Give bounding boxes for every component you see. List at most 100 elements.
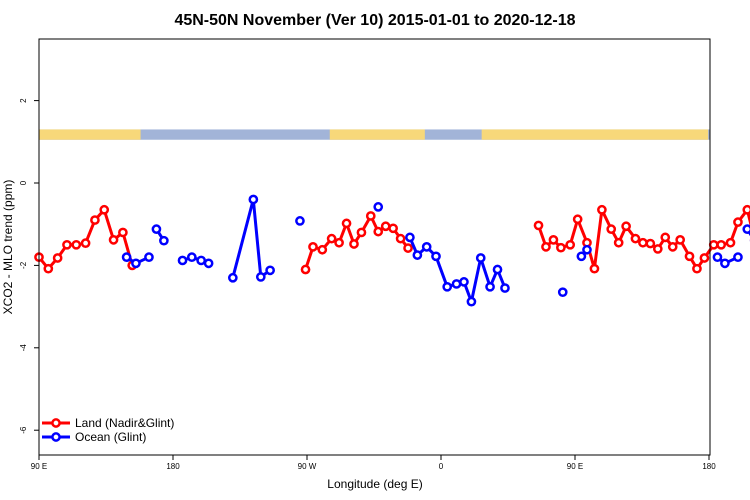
data-point — [582, 244, 592, 255]
series-ocean — [121, 194, 750, 307]
data-point — [308, 242, 318, 252]
data-point — [349, 239, 359, 249]
data-point — [177, 255, 188, 266]
data-point — [712, 252, 723, 263]
data-point — [300, 264, 311, 275]
data-point — [151, 224, 162, 234]
data-point — [660, 232, 671, 243]
data-point — [365, 211, 376, 221]
data-point — [557, 287, 568, 298]
data-point — [548, 235, 559, 245]
data-point — [720, 258, 730, 269]
y-axis: 2 0 -2 -4 -6 — [19, 98, 39, 434]
data-point — [692, 263, 702, 274]
data-point — [144, 252, 154, 263]
series-land — [34, 204, 750, 275]
legend-label: Land (Nadir&Glint) — [75, 416, 174, 430]
data-point — [186, 252, 197, 263]
data-point — [412, 250, 423, 260]
data-point — [403, 243, 413, 253]
x-tick-label: 90 E — [31, 462, 47, 471]
series-line — [231, 198, 271, 279]
data-point — [356, 227, 367, 238]
data-point — [475, 253, 486, 263]
legend-marker — [51, 432, 61, 442]
data-point — [131, 258, 141, 269]
data-point — [589, 263, 600, 274]
data-point — [597, 204, 607, 215]
data-point — [716, 239, 727, 250]
data-point — [492, 264, 503, 275]
data-point — [227, 272, 238, 283]
data-point — [255, 272, 266, 282]
data-point — [638, 237, 648, 248]
land-ocean-band — [39, 129, 710, 140]
y-tick-label: -6 — [19, 426, 28, 434]
data-point — [196, 255, 207, 266]
data-point — [500, 283, 510, 293]
data-point — [62, 239, 72, 250]
data-point — [572, 214, 583, 225]
data-point — [121, 252, 132, 263]
legend-marker — [51, 418, 61, 428]
data-point — [334, 237, 344, 248]
y-tick-label: -2 — [19, 261, 28, 269]
data-point — [388, 223, 398, 234]
data-point — [265, 265, 275, 276]
data-point — [159, 235, 169, 246]
data-point — [52, 253, 63, 263]
data-point — [606, 224, 617, 234]
data-point — [733, 252, 743, 263]
data-point — [565, 239, 576, 250]
data-point — [742, 204, 750, 215]
data-point — [733, 217, 743, 227]
data-point — [395, 233, 406, 244]
data-point — [203, 258, 214, 269]
x-tick-label: 90 W — [298, 462, 317, 471]
data-point — [459, 277, 469, 287]
x-tick-label: 90 E — [567, 462, 583, 471]
data-point — [451, 279, 462, 289]
land-band-segment — [329, 129, 425, 140]
data-point — [99, 204, 110, 215]
data-point — [541, 242, 551, 252]
legend-entry: Land (Nadir&Glint) — [42, 416, 174, 430]
data-point — [295, 216, 305, 226]
data-point — [630, 233, 641, 244]
data-point — [466, 296, 477, 307]
data-point — [341, 218, 352, 229]
chart-title: 45N-50N November (Ver 10) 2015-01-01 to … — [174, 12, 575, 29]
legend: Land (Nadir&Glint)Ocean (Glint) — [42, 416, 174, 444]
y-axis-label: XCO2 - MLO trend (ppm) — [1, 180, 15, 315]
y-tick-label: 0 — [19, 180, 28, 185]
data-point — [421, 242, 432, 252]
data-point — [90, 215, 100, 225]
x-axis: 90 E 180 90 W 0 90 E 180 — [31, 455, 716, 471]
data-point — [576, 251, 587, 262]
y-tick-label: 2 — [19, 98, 28, 103]
data-point — [742, 224, 750, 234]
data-point — [71, 239, 82, 250]
data-point — [652, 244, 663, 254]
data-point — [380, 221, 391, 232]
x-axis-label: Longitude (deg E) — [327, 477, 422, 491]
legend-label: Ocean (Glint) — [75, 430, 146, 444]
data-point — [645, 238, 656, 249]
data-point — [108, 235, 119, 245]
data-point — [373, 226, 384, 237]
y-tick-label: -4 — [19, 344, 28, 352]
series-layer — [34, 194, 750, 307]
data-point — [373, 202, 384, 212]
land-band-segment — [481, 129, 709, 140]
data-point — [80, 238, 91, 249]
data-point — [431, 251, 441, 262]
data-point — [675, 235, 686, 245]
data-point — [621, 221, 631, 232]
data-point — [43, 263, 54, 274]
data-point — [556, 242, 566, 253]
data-point — [485, 281, 495, 292]
data-point — [699, 253, 710, 263]
data-point — [248, 194, 259, 205]
